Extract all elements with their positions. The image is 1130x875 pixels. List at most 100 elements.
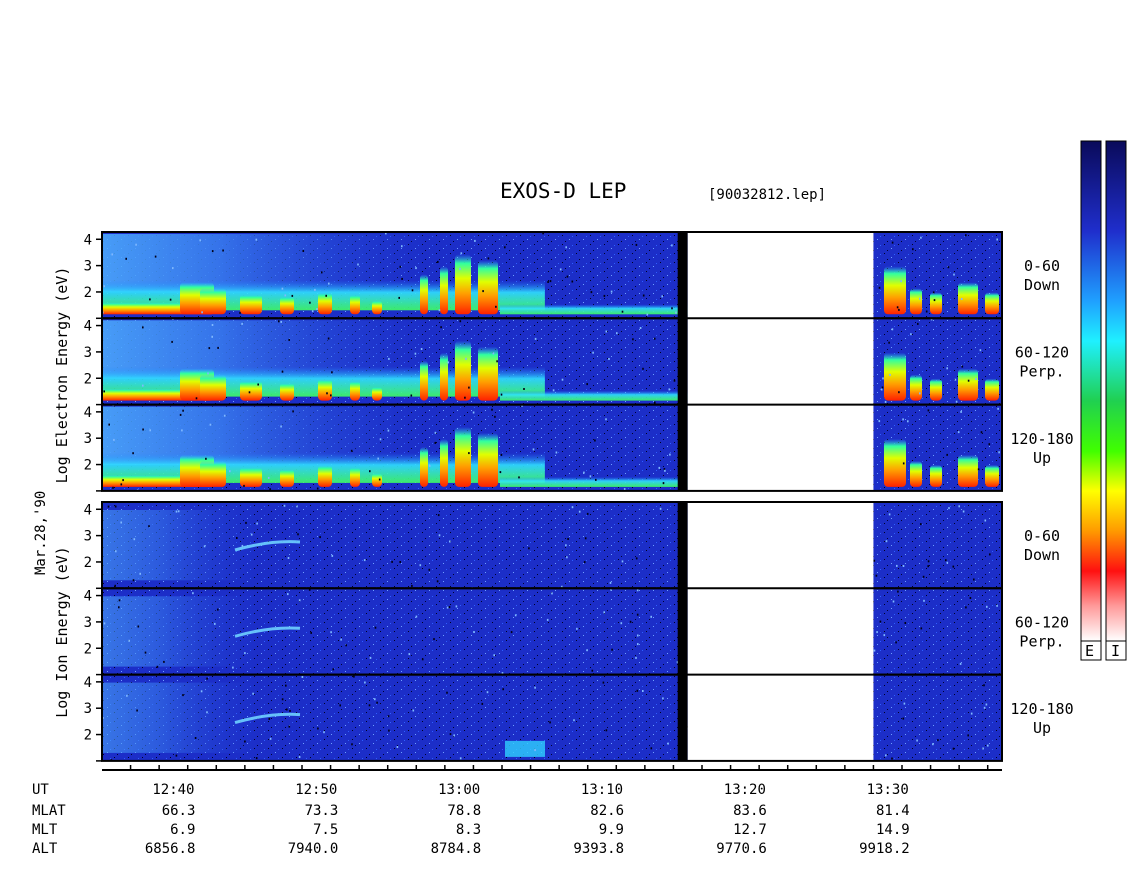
noise-dot	[578, 510, 581, 513]
noise-dot	[534, 749, 536, 752]
y-tick-label: 2	[84, 371, 92, 387]
noise-dot	[464, 396, 466, 399]
noise-dot	[954, 378, 957, 381]
y-tick-label: 2	[84, 641, 92, 657]
orbit-value: 7.5	[313, 822, 338, 838]
noise-dot	[609, 581, 612, 584]
noise-dot	[278, 320, 280, 323]
flux-burst	[884, 438, 906, 487]
noise-dot	[965, 234, 967, 237]
noise-dot	[449, 733, 452, 736]
noise-dot	[414, 352, 417, 355]
orbit-value: 81.4	[876, 803, 910, 819]
noise-dot	[960, 410, 962, 413]
gap-edge	[677, 232, 688, 491]
noise-dot	[399, 561, 401, 563]
noise-dot	[611, 648, 613, 651]
noise-dot	[881, 386, 884, 389]
noise-dot	[364, 681, 366, 684]
noise-dot	[650, 747, 653, 750]
noise-dot	[922, 575, 925, 578]
noise-dot	[114, 505, 117, 508]
noise-dot	[494, 415, 496, 418]
noise-dot	[126, 694, 128, 697]
noise-dot	[534, 686, 536, 689]
noise-dot	[301, 676, 304, 678]
panel-label: Perp.	[1019, 362, 1064, 380]
noise-dot	[561, 378, 564, 381]
noise-dot	[201, 311, 203, 314]
noise-dot	[368, 704, 371, 707]
colorbar-ion: I	[1105, 140, 1127, 661]
noise-dot	[636, 613, 639, 616]
noise-dot	[103, 390, 105, 393]
noise-dot	[499, 471, 502, 474]
orbit-value: 82.6	[590, 803, 624, 819]
noise-dot	[591, 669, 594, 672]
noise-dot	[472, 411, 475, 414]
flux-burst	[958, 282, 978, 315]
noise-dot	[900, 280, 902, 283]
orbit-value: 6.9	[170, 822, 195, 838]
flux-burst	[280, 468, 294, 487]
ion-streak	[234, 540, 301, 552]
noise-dot	[549, 280, 552, 283]
noise-dot	[103, 622, 106, 625]
noise-dot	[920, 236, 922, 239]
noise-dot	[115, 550, 117, 553]
noise-dot	[896, 564, 898, 567]
noise-dot	[902, 418, 904, 421]
noise-dot	[455, 605, 458, 608]
noise-dot	[468, 386, 470, 389]
noise-dot	[605, 729, 608, 732]
noise-dot	[163, 660, 165, 663]
noise-dot	[412, 709, 415, 712]
green-band	[500, 304, 688, 315]
noise-dot	[468, 452, 470, 455]
noise-dot	[482, 290, 484, 293]
noise-dot	[214, 622, 216, 625]
noise-dot	[521, 404, 523, 407]
noise-dot	[207, 372, 209, 375]
noise-dot	[314, 288, 316, 291]
noise-dot	[172, 267, 174, 270]
noise-dot	[377, 457, 379, 460]
noise-dot	[667, 742, 669, 745]
noise-dot	[565, 544, 567, 547]
noise-dot	[330, 631, 332, 634]
noise-dot	[996, 604, 998, 607]
noise-dot	[977, 468, 980, 471]
group-frame	[101, 501, 1003, 762]
flux-burst	[440, 266, 448, 315]
noise-dot	[510, 631, 513, 634]
flux-burst	[985, 378, 999, 401]
noise-dot	[401, 277, 403, 280]
noise-dot	[996, 238, 998, 241]
noise-dot	[595, 478, 597, 481]
noise-dot	[206, 711, 208, 714]
noise-dot	[997, 407, 999, 410]
orbit-value: 73.3	[305, 803, 339, 819]
noise-dot	[589, 475, 592, 478]
noise-dot	[284, 294, 287, 297]
noise-dot	[269, 488, 271, 491]
x-tick-label: 13:00	[438, 782, 480, 798]
noise-dot	[603, 611, 605, 614]
orbit-value: 66.3	[162, 803, 196, 819]
orbit-value: 78.8	[447, 803, 481, 819]
noise-dot	[434, 431, 437, 434]
noise-dot	[108, 423, 110, 426]
flux-burst	[440, 352, 448, 401]
noise-dot	[328, 282, 330, 285]
noise-dot	[880, 388, 883, 391]
noise-dot	[883, 634, 886, 637]
noise-dot	[353, 675, 355, 678]
noise-dot	[904, 622, 907, 624]
flux-burst	[200, 374, 226, 401]
noise-dot	[459, 320, 462, 323]
noise-dot	[257, 383, 259, 386]
noise-dot	[882, 377, 884, 380]
noise-dot	[932, 291, 935, 294]
noise-dot	[465, 357, 467, 360]
noise-dot	[664, 469, 666, 472]
